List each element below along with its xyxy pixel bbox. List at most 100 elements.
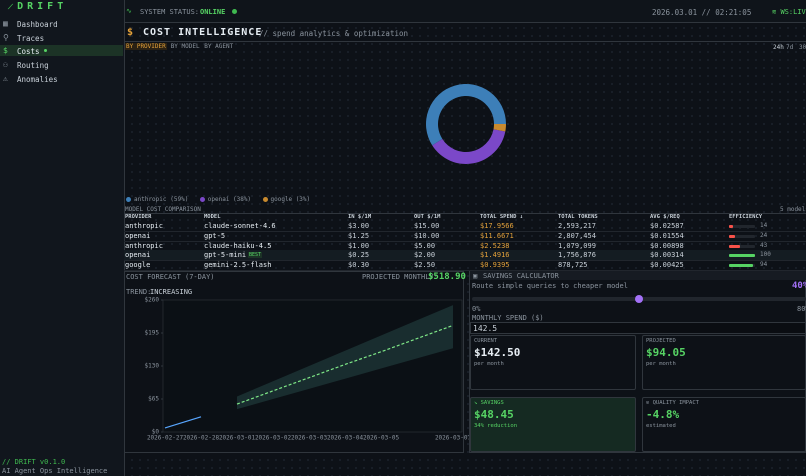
cell: $10.00 (414, 231, 440, 240)
header (125, 25, 806, 42)
donut-slice (493, 124, 506, 132)
confidence-band (237, 305, 453, 410)
table-row: google gemini-2.5-flash $0.30 $2.50 $0.9395 8… (124, 260, 806, 272)
cell: 2,593,217 (558, 222, 596, 230)
cell: $0.01554 (650, 231, 684, 240)
card-label: ↘ SAVINGS (474, 400, 504, 406)
tab[interactable]: BY PROVIDER (125, 43, 167, 50)
nav-label: Anomalies (17, 75, 58, 84)
cell: $1.25 (348, 231, 370, 240)
cell: $0.9395 (480, 261, 510, 270)
range[interactable]: 30d (799, 44, 806, 51)
status-dot (232, 9, 237, 14)
cell: $0.02587 (650, 222, 684, 230)
efficiency-value: 94 (760, 261, 768, 269)
datetime: 2026.03.01 // 02:21:05 (652, 8, 752, 17)
spend-input[interactable]: 142.5 (470, 322, 806, 334)
savings-title: SAVINGS CALCULATOR (483, 272, 559, 280)
cell: gpt-5 (204, 231, 226, 240)
status: ONLINE (200, 8, 226, 16)
status-label: SYSTEM STATUS: (140, 8, 200, 16)
cell: $15.00 (414, 222, 440, 230)
slider-thumb[interactable] (635, 295, 643, 303)
nav-dot (44, 49, 47, 52)
cell: claude-haiku-4.5 (204, 241, 272, 250)
nav-label: Traces (17, 34, 45, 43)
card-label: PROJECTED (646, 338, 676, 344)
legend-name: google (270, 196, 293, 203)
legend-swatch (262, 197, 268, 202)
range[interactable]: 7d (786, 44, 794, 51)
card: ⊙ QUALITY IMPACT -4.8% estimated (642, 397, 806, 452)
card-label-text: CURRENT (474, 338, 498, 344)
cell: $0.30 (348, 261, 370, 270)
efficiency-track (729, 234, 755, 238)
nav-item[interactable]: ⚲ Traces (0, 32, 123, 43)
badge: BEST (248, 252, 263, 259)
x-tick-label: 2026-03-05 (363, 435, 400, 442)
column-header: MODEL (204, 214, 221, 220)
tab[interactable]: BY MODEL (170, 43, 200, 50)
slider-min: 0% (472, 305, 481, 313)
donut-chart (426, 84, 506, 164)
cell: anthropic (125, 241, 163, 250)
header-icon: $ (127, 27, 134, 38)
table-row: openai gpt-5-mini $0.25 $2.00 $1.4916 1,756,8… (124, 250, 806, 262)
efficiency-bar (729, 234, 736, 238)
efficiency-value: 14 (760, 222, 768, 229)
nav-item[interactable]: $ Costs (0, 45, 123, 56)
table-rule (124, 213, 806, 214)
nav-item[interactable]: ▦ Dashboard (0, 18, 123, 29)
subtitle: // spend analytics & optimization (259, 29, 409, 38)
range[interactable]: 24h (773, 44, 784, 51)
card-label-text: QUALITY IMPACT (652, 400, 699, 406)
cell: $5.00 (414, 241, 436, 250)
tagline: AI Agent Ops Intelligence (2, 467, 108, 475)
nav-icon: ⚠ (3, 74, 8, 83)
slider-value: 40% (792, 281, 806, 291)
legend-value: (59%) (170, 196, 189, 203)
slider-max: 80% (797, 305, 806, 313)
forecast-line (164, 416, 202, 429)
nav-icon: ⚇ (3, 60, 8, 69)
savings-icon: ▣ (473, 272, 478, 280)
nav-item[interactable]: ⚠ Anomalies (0, 73, 123, 84)
cell: $3.00 (348, 222, 370, 230)
logo[interactable]: ⟋ DRIFT (8, 1, 68, 12)
card-value: $142.50 (474, 346, 521, 359)
ws: ≋ WS:LIVE (772, 8, 806, 16)
cell: $17.9566 (480, 222, 514, 230)
y-tick-label: $260 (145, 297, 160, 304)
legend-swatch (126, 197, 131, 202)
slider[interactable] (472, 295, 806, 303)
y-tick-label: $0 (152, 429, 160, 436)
card-value: $48.45 (474, 408, 514, 421)
table-count: 5 models (780, 206, 806, 213)
cell: google (125, 261, 151, 270)
column-header: OUT $/1M (414, 214, 441, 220)
table-title: MODEL COST COMPARISON (125, 206, 201, 213)
nav-item[interactable]: ⚇ Routing (0, 59, 123, 70)
card-label-text: SAVINGS (480, 400, 504, 406)
x-tick-label: 2026-02-27 (147, 435, 184, 442)
cell: $0.00425 (650, 261, 684, 270)
efficiency-bar (729, 264, 754, 268)
card-note: estimated (646, 423, 676, 429)
efficiency-bar (729, 225, 733, 228)
table-row: anthropic claude-sonnet-4.6 $3.00 $15.00 $17… (124, 221, 806, 232)
donut-slice (432, 129, 506, 164)
card: PROJECTED $94.05 per month (642, 335, 806, 390)
card-note: per month (646, 361, 676, 367)
topbar (125, 0, 806, 23)
tab[interactable]: BY AGENT (204, 43, 234, 50)
nav-label: Dashboard (17, 20, 58, 29)
projected-label: PROJECTED MONTHLY: (362, 273, 438, 281)
title: COST INTELLIGENCE (143, 27, 263, 38)
legend-value: (38%) (232, 196, 252, 203)
cell: gemini-2.5-flash (204, 261, 272, 270)
x-tick-label: 2026-03-07 (435, 435, 469, 442)
card-label-text: PROJECTED (646, 338, 676, 344)
cell: $11.6671 (480, 231, 514, 240)
